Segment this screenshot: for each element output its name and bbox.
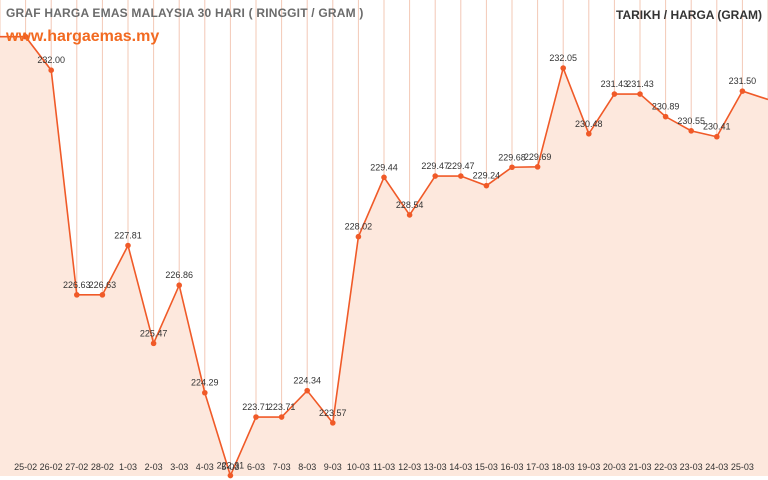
x-tick-label: 26-02: [40, 462, 63, 472]
data-label: 231.43: [601, 79, 629, 89]
data-label: 229.69: [524, 152, 552, 162]
data-label: 223.71: [242, 402, 270, 412]
x-tick-label: 17-03: [526, 462, 549, 472]
data-label: 229.24: [473, 171, 501, 181]
x-tick-label: 8-03: [298, 462, 316, 472]
data-point: [253, 414, 259, 420]
data-label: 223.57: [319, 408, 347, 418]
data-label: 229.44: [370, 162, 398, 172]
x-tick-label: 11-03: [373, 462, 395, 472]
x-tick-label: 19-03: [577, 462, 600, 472]
data-point: [125, 242, 131, 249]
x-tick-label: 22-03: [654, 462, 677, 472]
x-tick-label: 9-03: [324, 462, 342, 472]
data-label: 227.81: [114, 230, 142, 240]
x-tick-label: 12-03: [398, 462, 421, 472]
data-label: 226.63: [89, 280, 117, 290]
data-label: 222.31: [217, 461, 245, 471]
x-tick-label: 28-02: [91, 462, 114, 472]
x-tick-label: 16-03: [500, 462, 523, 472]
data-point: [330, 420, 336, 426]
data-label: 226.63: [63, 280, 91, 290]
x-tick-label: 15-03: [475, 462, 498, 472]
data-label: 230.41: [703, 122, 731, 132]
data-label: 230.89: [652, 102, 680, 112]
site-link[interactable]: www.hargaemas.my: [6, 28, 160, 45]
data-label: 230.55: [677, 116, 705, 126]
data-point: [432, 173, 439, 179]
x-tick-label: 3-03: [170, 462, 188, 472]
data-label: 229.47: [447, 161, 475, 171]
data-label: 231.43: [626, 79, 654, 89]
data-point: [202, 389, 208, 396]
x-tick-label: 25-02: [14, 462, 37, 472]
x-tick-label: 24-03: [705, 462, 728, 472]
data-label: 229.68: [498, 152, 526, 162]
data-point: [688, 128, 694, 134]
data-point: [355, 233, 362, 240]
data-point: [611, 91, 618, 97]
data-point: [714, 133, 720, 140]
data-label: 232.00: [37, 55, 65, 65]
x-tick-label: 27-02: [65, 462, 88, 472]
x-tick-label: 23-03: [680, 462, 703, 472]
x-tick-label: 10-03: [347, 462, 370, 472]
data-point: [637, 91, 643, 97]
data-label: 230.48: [575, 119, 603, 129]
data-point: [381, 174, 387, 181]
x-tick-label: 20-03: [603, 462, 626, 472]
data-point: [278, 414, 285, 420]
data-label: 224.34: [293, 376, 321, 386]
x-tick-label: 14-03: [449, 462, 472, 472]
data-point: [48, 67, 54, 74]
x-tick-label: 21-03: [628, 462, 651, 472]
data-label: 228.02: [345, 222, 373, 232]
data-label: 224.29: [191, 378, 219, 388]
data-point: [150, 340, 157, 347]
data-point: [74, 292, 80, 298]
data-point: [304, 387, 311, 394]
x-tick-label: 2-03: [145, 462, 163, 472]
data-point: [534, 164, 541, 170]
x-tick-label: 5-03: [221, 462, 239, 472]
x-tick-label: 13-03: [424, 462, 447, 472]
data-point: [509, 164, 515, 171]
data-label: 228.54: [396, 200, 424, 210]
x-tick-label: 6-03: [247, 462, 265, 472]
data-label: 225.47: [140, 328, 168, 338]
x-tick-label: 25-03: [731, 462, 754, 472]
area-fill: [0, 36, 768, 476]
x-tick-label: 18-03: [552, 462, 575, 472]
data-point: [406, 212, 413, 218]
data-point: [662, 113, 669, 120]
x-tick-label: 4-03: [196, 462, 214, 472]
data-label: 232.05: [549, 53, 577, 63]
data-label: 223.71: [268, 402, 296, 412]
data-point: [227, 472, 234, 479]
chart-title: GRAF HARGA EMAS MALAYSIA 30 HARI ( RINGG…: [6, 6, 364, 20]
data-point: [458, 173, 464, 179]
data-point: [22, 33, 29, 40]
data-point: [739, 88, 746, 94]
legend-label: TARIKH / HARGA (GRAM): [616, 8, 762, 22]
data-point: [176, 282, 182, 289]
data-label: 226.86: [165, 270, 193, 280]
data-point: [560, 65, 566, 71]
data-label: 231.50: [729, 76, 757, 86]
data-point: [483, 182, 490, 189]
data-label: 229.47: [421, 161, 449, 171]
x-tick-label: 1-03: [119, 462, 137, 472]
data-point: [586, 130, 592, 137]
data-point: [99, 292, 106, 298]
x-tick-label: 7-03: [273, 462, 291, 472]
